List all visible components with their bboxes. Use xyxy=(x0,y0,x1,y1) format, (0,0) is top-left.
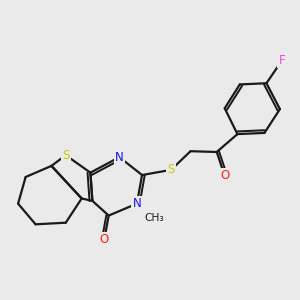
Text: O: O xyxy=(220,169,229,182)
Text: N: N xyxy=(133,197,141,210)
Text: S: S xyxy=(62,149,69,162)
Text: S: S xyxy=(167,164,175,176)
Text: F: F xyxy=(279,54,285,67)
Text: CH₃: CH₃ xyxy=(144,213,164,223)
Text: O: O xyxy=(100,233,109,246)
Text: N: N xyxy=(115,151,124,164)
